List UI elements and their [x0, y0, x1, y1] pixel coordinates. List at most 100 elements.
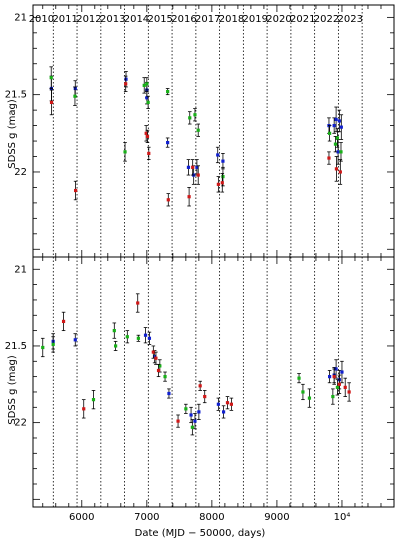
data-point	[143, 333, 148, 337]
data-point	[167, 391, 171, 396]
data-point	[343, 385, 347, 389]
x-tick-label: 10⁴	[334, 512, 351, 523]
y-tick-label: 22	[14, 167, 27, 178]
data-point	[335, 136, 340, 140]
data-point	[334, 167, 339, 171]
data-point	[91, 398, 96, 402]
y-tick-label: 22	[14, 418, 27, 429]
year-label: 2021	[290, 14, 315, 25]
data-point	[339, 150, 343, 154]
data-point	[166, 140, 170, 145]
y-tick-label: 21.5	[5, 341, 27, 352]
y-tick-label: 21.5	[5, 90, 27, 101]
data-point	[145, 96, 149, 100]
y-tick-label: 21	[14, 264, 27, 275]
data-point	[221, 159, 225, 163]
data-point	[49, 100, 54, 104]
year-label: 2015	[147, 14, 172, 25]
data-point	[166, 89, 170, 94]
data-point	[125, 335, 129, 339]
data-point	[41, 345, 45, 350]
x-tick-label: 6000	[69, 512, 94, 523]
data-point	[191, 165, 195, 169]
data-point	[184, 407, 188, 411]
data-point	[340, 370, 344, 374]
data-point	[154, 356, 158, 360]
data-point	[147, 336, 152, 340]
year-label: 2023	[338, 14, 363, 25]
data-point	[142, 83, 146, 87]
data-point	[74, 188, 78, 193]
data-point	[334, 117, 338, 122]
data-point	[220, 181, 224, 185]
top-panel: 2010201120122013201420152016201720182019…	[5, 4, 395, 258]
data-point	[124, 82, 128, 86]
data-point	[186, 165, 191, 169]
data-point	[49, 76, 53, 80]
data-point	[188, 116, 192, 120]
data-point	[158, 364, 162, 368]
data-point	[301, 390, 305, 394]
data-point	[190, 425, 194, 429]
data-point	[221, 175, 225, 179]
plot-frame	[32, 4, 395, 258]
data-point	[331, 394, 335, 399]
data-point	[328, 375, 332, 379]
data-point	[196, 128, 200, 132]
data-point	[166, 198, 170, 202]
data-point	[347, 390, 351, 394]
data-point	[221, 410, 226, 414]
data-point	[147, 151, 151, 156]
data-point	[297, 376, 301, 380]
data-point	[337, 119, 341, 123]
year-label: 2019	[242, 14, 267, 25]
data-point	[216, 182, 220, 186]
data-point	[61, 319, 66, 324]
x-tick-label: 8000	[199, 512, 224, 523]
data-point	[187, 195, 191, 199]
data-point	[307, 396, 312, 400]
x-axis-label: Date (MJD − 50000, days)	[135, 528, 266, 539]
x-tick-label: 9000	[264, 512, 289, 523]
data-point	[335, 385, 340, 389]
data-point	[332, 375, 336, 379]
y-tick-label: 21	[14, 12, 27, 23]
data-point	[334, 367, 338, 371]
data-point	[114, 344, 118, 348]
data-point	[146, 100, 150, 104]
year-label: 2013	[100, 14, 125, 25]
year-label: 2016	[171, 14, 196, 25]
year-label: 2014	[124, 14, 149, 25]
data-point	[339, 125, 343, 129]
year-label: 2012	[76, 14, 101, 25]
data-point	[338, 170, 342, 174]
plot-frame	[32, 256, 395, 508]
data-point	[332, 123, 336, 128]
data-point	[196, 173, 200, 177]
data-point	[82, 407, 86, 411]
data-point	[123, 150, 127, 154]
data-point	[193, 113, 197, 117]
data-point	[203, 394, 207, 399]
data-point	[151, 350, 155, 354]
year-label: 2018	[219, 14, 244, 25]
data-point	[225, 401, 230, 405]
data-point	[189, 413, 193, 417]
bottom-y-axis-label: SDSS g (mag)	[7, 355, 18, 425]
data-point	[193, 419, 197, 423]
x-tick-label: 7000	[134, 512, 159, 523]
data-point	[216, 153, 220, 157]
top-y-axis-label: SDSS g (mag)	[7, 99, 18, 169]
data-point	[229, 402, 233, 406]
data-point	[195, 165, 199, 169]
year-label: 2020	[266, 14, 291, 25]
year-label: 2011	[52, 14, 77, 25]
data-point	[197, 410, 201, 414]
data-point	[51, 342, 55, 347]
data-point	[144, 131, 148, 135]
data-point	[73, 338, 77, 342]
data-point	[337, 382, 341, 386]
data-point	[156, 368, 161, 373]
data-point	[145, 82, 149, 86]
year-label: 2022	[314, 14, 339, 25]
